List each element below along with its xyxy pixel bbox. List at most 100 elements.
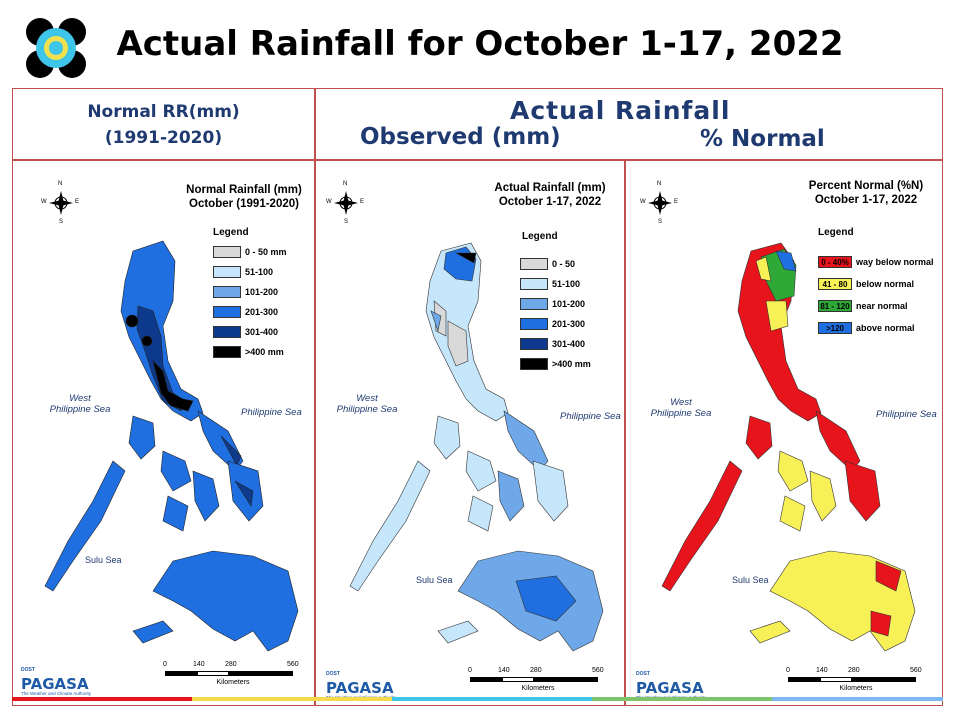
- compass-rose: N S E W: [640, 181, 680, 229]
- legend-label: way below normal: [856, 257, 934, 267]
- compass-icon: [334, 191, 358, 215]
- legend-label: 0 - 50: [552, 259, 576, 269]
- scale-tick: 140: [816, 667, 828, 674]
- legend-label: >400 mm: [552, 359, 591, 369]
- pagasa-logo: DOST PAGASA The Weather and Climate Auth…: [17, 661, 91, 697]
- dost-label: DOST: [636, 671, 650, 677]
- bottom-stripe-green: [592, 697, 772, 701]
- actual-rainfall-panel: N S E W Actual Rainfall (mm) October 1-1…: [315, 160, 625, 706]
- compass-icon: [648, 191, 672, 215]
- compass-s: S: [658, 219, 663, 225]
- pagasa-wordmark: PAGASA: [21, 675, 89, 693]
- legend-swatch: 81 - 120: [818, 300, 852, 312]
- scale-tick: 280: [848, 667, 860, 674]
- actual-rainfall-label: Actual Rainfall: [510, 96, 731, 125]
- philippine-sea-label: Philippine Sea: [876, 409, 937, 420]
- legend-label: 101-200: [552, 299, 586, 309]
- scale-tick: 0: [468, 667, 472, 674]
- legend-item: >400 mm: [520, 357, 591, 371]
- compass-icon: [49, 191, 73, 215]
- bottom-stripe-red: [12, 697, 192, 701]
- scale-tick: 560: [910, 667, 922, 674]
- scale-unit: Kilometers: [216, 679, 250, 686]
- panel-title-line2: October 1-17, 2022: [498, 196, 602, 208]
- legend-label: above normal: [856, 323, 915, 333]
- legend-item: 41 - 80 below normal: [818, 277, 914, 291]
- scale-tick: 140: [498, 667, 510, 674]
- legend-label: 301-400: [552, 339, 586, 349]
- legend-title: Legend: [522, 231, 558, 242]
- legend-label: near normal: [856, 301, 908, 311]
- scale-tick: 280: [225, 661, 237, 668]
- pagasa-logo: DOST PAGASA The Weather and Climate Auth…: [322, 665, 396, 701]
- compass-e: E: [360, 199, 365, 205]
- legend-item: 201-300: [520, 317, 585, 331]
- legend-title: Legend: [213, 227, 249, 238]
- pagasa-logo: DOST PAGASA The Weather and Climate Auth…: [632, 665, 706, 701]
- normal-rr-header: Normal RR(mm) (1991-2020): [12, 88, 315, 160]
- compass-rose: N S E W: [326, 181, 366, 229]
- legend-label: 201-300: [245, 307, 279, 317]
- legend-swatch: [213, 346, 241, 358]
- scale-tick: 0: [786, 667, 790, 674]
- scale-unit: Kilometers: [521, 685, 555, 692]
- legend-swatch: [213, 326, 241, 338]
- west-sea-line1: West: [69, 393, 91, 404]
- west-philippine-sea-label: West Philippine Sea: [646, 397, 716, 419]
- actual-rainfall-header: [315, 88, 943, 160]
- scale-tick: 560: [592, 667, 604, 674]
- compass-s: S: [59, 219, 64, 225]
- legend-item: 101-200: [213, 285, 278, 299]
- panel-title: Normal Rainfall (mm) October (1991-2020): [183, 183, 305, 211]
- legend-item: 0 - 40% way below normal: [818, 255, 934, 269]
- compass-e: E: [674, 199, 679, 205]
- legend-item: >120 above normal: [818, 321, 915, 335]
- legend-item: 0 - 50 mm: [213, 245, 287, 259]
- bottom-stripe-yellow: [192, 697, 392, 701]
- legend-item: 101-200: [520, 297, 585, 311]
- sulu-sea-label: Sulu Sea: [85, 555, 122, 565]
- legend-swatch: >120: [818, 322, 852, 334]
- legend-item: 301-400: [213, 325, 278, 339]
- west-sea-line1: West: [356, 393, 378, 404]
- legend-swatch: [520, 318, 548, 330]
- legend-item: 301-400: [520, 337, 585, 351]
- page-title: Actual Rainfall for October 1-17, 2022: [116, 24, 844, 64]
- scale-tick: 560: [287, 661, 299, 668]
- legend-item: 201-300: [213, 305, 278, 319]
- legend-label: 51-100: [245, 267, 274, 277]
- compass-w: W: [41, 199, 47, 205]
- legend-item: 51-100: [213, 265, 273, 279]
- compass-e: E: [75, 199, 80, 205]
- legend-label: 201-300: [552, 319, 586, 329]
- bottom-stripe-lightblue: [772, 697, 943, 701]
- legend-swatch: [520, 338, 548, 350]
- pagasa-tagline: The Weather and Climate Authority: [21, 691, 91, 696]
- compass-rose: N S E W: [41, 181, 81, 229]
- compass-n: N: [58, 181, 63, 187]
- normal-rainfall-panel: N S E W Normal Rainfall (mm) October (19…: [12, 160, 315, 706]
- legend-item: 0 - 50: [520, 257, 575, 271]
- legend-label: 301-400: [245, 327, 279, 337]
- legend-swatch: 41 - 80: [818, 278, 852, 290]
- legend-swatch: [520, 298, 548, 310]
- normal-rainfall-map: [44, 240, 299, 652]
- legend-label: 51-100: [552, 279, 581, 289]
- percent-normal-label: % Normal: [700, 126, 825, 152]
- west-sea-line1: West: [670, 397, 692, 408]
- legend-swatch: [520, 258, 548, 270]
- panel-title-line2: October 1-17, 2022: [814, 194, 918, 206]
- pagasa-wordmark: PAGASA: [326, 679, 394, 697]
- legend-swatch: [213, 246, 241, 258]
- panel-title-line1: Normal Rainfall (mm): [186, 184, 302, 196]
- west-philippine-sea-label: West Philippine Sea: [45, 393, 115, 415]
- west-sea-line2: Philippine Sea: [49, 404, 111, 415]
- compass-w: W: [326, 199, 332, 205]
- percent-normal-map: [661, 242, 916, 652]
- scale-bar: 0 140 280 560 Kilometers: [786, 667, 926, 697]
- legend-swatch: [213, 286, 241, 298]
- panel-title: Actual Rainfall (mm) October 1-17, 2022: [488, 181, 612, 209]
- legend-swatch: [213, 266, 241, 278]
- legend-item: 51-100: [520, 277, 580, 291]
- scale-bar: 0 140 280 560 Kilometers: [468, 667, 608, 697]
